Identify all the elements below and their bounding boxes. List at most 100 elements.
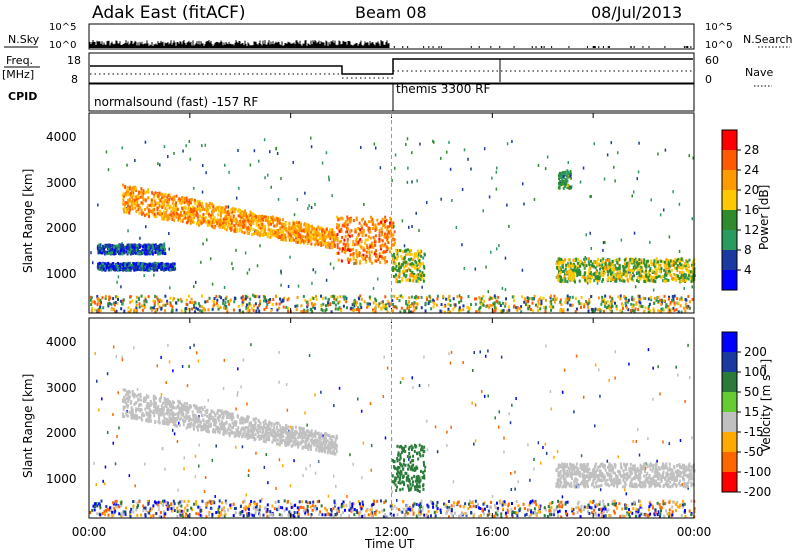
feature-cell	[196, 212, 199, 216]
feature-cell	[149, 266, 152, 270]
feature-cell	[641, 269, 644, 273]
scatter-cell	[211, 307, 214, 311]
scatter-cell	[180, 309, 183, 313]
feature-cell	[603, 265, 606, 269]
scatter-cell	[588, 298, 591, 302]
scatter-cell	[375, 299, 378, 303]
scatter-cell	[254, 295, 257, 299]
feature-cell	[385, 245, 388, 249]
scatter-cell	[501, 310, 504, 314]
feature-cell	[564, 277, 567, 281]
feature-cell	[398, 271, 401, 275]
feature-cell	[173, 265, 176, 269]
feature-cell	[392, 221, 395, 225]
feature-cell	[249, 210, 252, 214]
scatter-cell	[120, 299, 123, 303]
feature-cell	[108, 243, 111, 247]
scatter-cell	[625, 304, 628, 308]
feature-cell	[387, 235, 390, 239]
scatter-cell	[192, 186, 195, 190]
feature-cell	[576, 261, 579, 265]
feature-cell	[682, 273, 685, 277]
scatter-cell	[642, 296, 645, 300]
scatter-cell	[526, 296, 529, 300]
feature-cell	[198, 199, 201, 203]
feature-cell	[577, 258, 580, 262]
scatter-cell	[526, 508, 529, 512]
scatter-cell	[493, 305, 496, 309]
scatter-cell	[417, 296, 420, 300]
feature-cell	[381, 217, 384, 221]
feature-cell	[170, 213, 173, 217]
scatter-cell	[656, 513, 659, 517]
feature-cell	[127, 264, 130, 268]
feature-cell	[173, 218, 176, 222]
scatter-cell	[287, 284, 290, 288]
feature-cell	[331, 245, 334, 249]
scatter-cell	[614, 179, 616, 183]
scatter-cell	[655, 298, 658, 302]
scatter-cell	[587, 309, 590, 313]
feature-cell	[187, 216, 190, 220]
feature-cell	[356, 255, 359, 259]
scatter-cell	[579, 515, 582, 519]
scatter-cell	[337, 307, 340, 311]
feature-cell	[676, 264, 679, 268]
feature-cell	[665, 267, 668, 271]
feature-cell	[631, 271, 634, 275]
scatter-cell	[327, 301, 330, 305]
scatter-cell	[127, 306, 130, 310]
scatter-cell	[360, 297, 363, 301]
scatter-cell	[223, 306, 226, 310]
scatter-cell	[307, 207, 309, 211]
scatter-cell	[217, 307, 220, 311]
feature-cell	[355, 237, 358, 241]
scatter-cell	[638, 298, 641, 302]
scatter-cell	[421, 285, 423, 289]
scatter-cell	[143, 274, 145, 278]
scatter-cell	[432, 305, 435, 309]
feature-cell	[183, 196, 186, 200]
scatter-cell	[193, 305, 196, 309]
freq-panel	[88, 52, 695, 84]
scatter-cell	[200, 305, 203, 309]
scatter-cell	[684, 309, 687, 313]
feature-cell	[156, 191, 159, 195]
scatter-cell	[265, 510, 268, 514]
scatter-cell	[408, 296, 411, 300]
feature-cell	[589, 280, 592, 284]
scatter-cell	[263, 307, 266, 311]
scatter-cell	[515, 306, 518, 310]
scatter-cell	[310, 145, 313, 149]
feature-cell	[344, 247, 347, 251]
feature-cell	[311, 224, 314, 228]
feature-cell	[618, 278, 621, 282]
scatter-cell	[359, 302, 362, 306]
scatter-cell	[583, 303, 586, 307]
feature-cell	[294, 227, 297, 231]
feature-cell	[232, 217, 235, 221]
feature-cell	[294, 236, 297, 240]
feature-cell	[137, 251, 140, 255]
scatter-cell	[247, 307, 250, 311]
feature-cell	[561, 269, 564, 273]
feature-cell	[196, 205, 199, 209]
feature-cell	[318, 231, 321, 235]
feature-cell	[257, 231, 260, 235]
feature-cell	[263, 215, 266, 219]
scatter-cell	[336, 295, 339, 299]
scatter-cell	[280, 271, 282, 275]
scatter-cell	[691, 297, 694, 301]
scatter-cell	[604, 304, 607, 308]
feature-cell	[347, 233, 350, 237]
scatter-cell	[671, 295, 674, 299]
feature-cell	[304, 235, 307, 239]
feature-cell	[173, 198, 176, 202]
feature-cell	[380, 220, 383, 224]
feature-cell	[608, 267, 611, 271]
feature-cell	[146, 188, 149, 192]
scatter-cell	[97, 203, 99, 207]
scatter-cell	[619, 310, 622, 314]
feature-cell	[138, 266, 141, 270]
feature-cell	[137, 261, 140, 265]
